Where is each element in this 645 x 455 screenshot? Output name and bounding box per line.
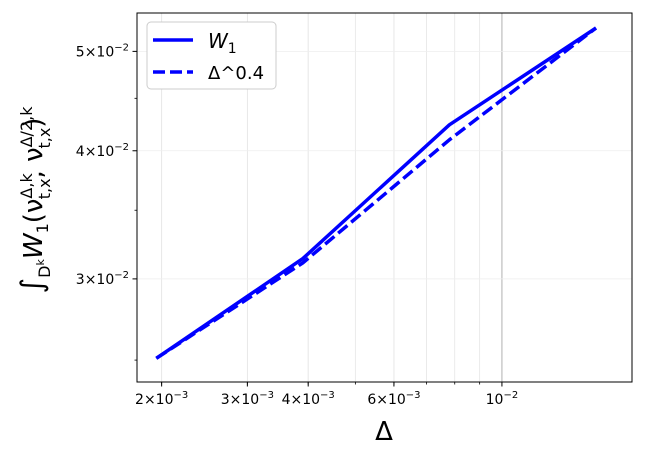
legend-label-delta: Δ^0.4 bbox=[208, 63, 264, 84]
y-tick-label: 4×10−2 bbox=[76, 142, 129, 160]
x-tick-label: 10−2 bbox=[486, 390, 519, 408]
ticks bbox=[132, 50, 503, 387]
y-tick-label: 5×10−2 bbox=[76, 42, 129, 60]
plot-frame bbox=[136, 12, 633, 383]
x-tick-label: 4×10−3 bbox=[282, 390, 335, 408]
x-tick-label: 2×10−3 bbox=[135, 390, 188, 408]
series-line-w1 bbox=[155, 26, 597, 360]
x-tick-label: 6×10−3 bbox=[367, 390, 420, 408]
series-layer bbox=[155, 26, 598, 360]
y-axis-label: ∫DkW1(νΔ,kt,x, νΔ/2,kt,x) bbox=[15, 106, 54, 294]
legend: W1 Δ^0.4 bbox=[146, 21, 277, 90]
x-tick-label: 3×10−3 bbox=[221, 390, 274, 408]
major-grid bbox=[137, 13, 632, 382]
x-axis-label: Δ bbox=[375, 417, 393, 447]
y-tick-label: 3×10−2 bbox=[76, 270, 129, 288]
series-line-delta-power bbox=[155, 26, 598, 360]
tick-labels: 2×10−3 3×10−3 4×10−3 6×10−3 10−2 3×10−2 4×10−2… bbox=[76, 42, 518, 408]
legend-label-w1: W1 bbox=[208, 29, 237, 57]
